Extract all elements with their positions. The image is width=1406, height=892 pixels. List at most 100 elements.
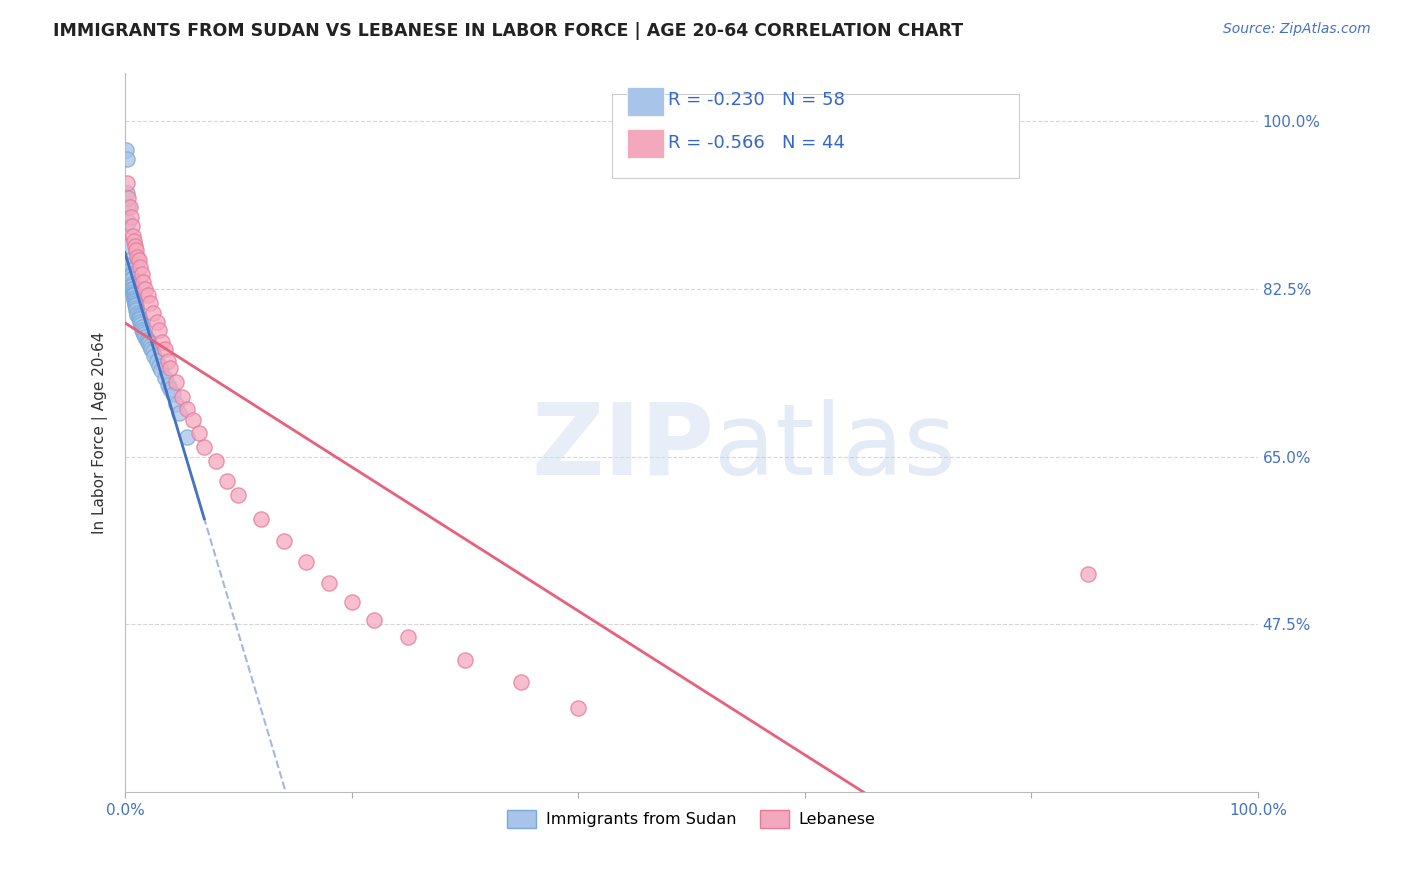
Point (122, 286, 145, 301)
Point (250, 512, 273, 526)
Point (117, 186, 139, 200)
Point (454, 653, 477, 667)
Point (131, 320, 153, 334)
Point (139, 342, 162, 356)
Point (142, 306, 165, 320)
Point (129, 318, 152, 332)
Point (118, 258, 141, 272)
Point (226, 488, 249, 502)
Point (122, 293, 145, 308)
Point (148, 359, 170, 373)
Point (135, 333, 157, 347)
Point (150, 363, 173, 377)
Point (117, 200, 139, 214)
Point (121, 282, 143, 296)
Text: Source: ZipAtlas.com: Source: ZipAtlas.com (1223, 22, 1371, 37)
Point (134, 330, 156, 344)
Point (128, 252, 150, 267)
Point (118, 252, 141, 267)
Point (273, 534, 295, 549)
Text: ZIP: ZIP (531, 399, 714, 496)
Point (125, 301, 148, 315)
Point (117, 153, 139, 167)
Point (176, 430, 198, 444)
Legend: Immigrants from Sudan, Lebanese: Immigrants from Sudan, Lebanese (501, 804, 882, 835)
Point (118, 200, 141, 214)
Point (139, 339, 162, 353)
Point (128, 309, 150, 323)
Point (120, 210, 142, 224)
Point (117, 191, 139, 205)
Point (169, 407, 191, 421)
Point (510, 675, 533, 690)
Point (122, 229, 145, 244)
Point (120, 272, 142, 286)
Point (128, 260, 150, 274)
Point (118, 262, 141, 277)
Point (159, 361, 181, 376)
Point (128, 310, 150, 325)
Text: R = -0.566   N = 44: R = -0.566 N = 44 (668, 134, 845, 152)
Point (139, 296, 162, 310)
Point (124, 296, 146, 310)
Point (567, 701, 589, 715)
Point (122, 234, 145, 248)
Point (134, 282, 156, 296)
Point (124, 294, 146, 309)
Point (124, 298, 146, 312)
Point (162, 387, 184, 401)
Point (363, 613, 385, 627)
Point (150, 334, 173, 349)
Point (121, 272, 143, 286)
Point (125, 298, 148, 312)
Point (181, 413, 204, 427)
Point (138, 336, 160, 351)
Point (128, 315, 150, 329)
Point (157, 377, 180, 392)
Point (125, 244, 148, 258)
Point (122, 285, 145, 299)
Point (115, 143, 138, 157)
Point (153, 342, 176, 356)
Point (120, 269, 142, 284)
Point (145, 353, 167, 368)
Point (117, 214, 139, 228)
Text: R = -0.230   N = 58: R = -0.230 N = 58 (668, 91, 845, 109)
Point (117, 176, 139, 190)
Point (127, 250, 149, 264)
Point (121, 277, 143, 291)
Point (124, 238, 146, 252)
Point (142, 344, 165, 359)
Point (134, 326, 156, 341)
Point (127, 306, 149, 320)
Point (121, 219, 143, 234)
Point (193, 440, 215, 454)
Point (318, 576, 340, 591)
Point (121, 279, 143, 293)
Point (125, 302, 148, 317)
Point (143, 349, 166, 363)
Point (122, 282, 145, 296)
Point (215, 474, 238, 488)
Point (122, 288, 145, 302)
Point (148, 323, 170, 337)
Point (157, 353, 180, 368)
Point (122, 286, 145, 301)
Point (132, 275, 155, 289)
Point (131, 323, 153, 337)
Point (170, 390, 193, 404)
Point (136, 334, 159, 349)
Text: atlas: atlas (714, 399, 956, 496)
Point (132, 325, 155, 339)
Point (145, 315, 167, 329)
Point (127, 308, 149, 322)
Point (396, 630, 419, 644)
Point (122, 291, 145, 305)
Point (117, 238, 139, 252)
Point (187, 425, 209, 440)
Point (136, 288, 159, 302)
Point (128, 312, 150, 326)
Point (131, 268, 153, 282)
Point (165, 397, 187, 411)
Point (165, 375, 187, 389)
